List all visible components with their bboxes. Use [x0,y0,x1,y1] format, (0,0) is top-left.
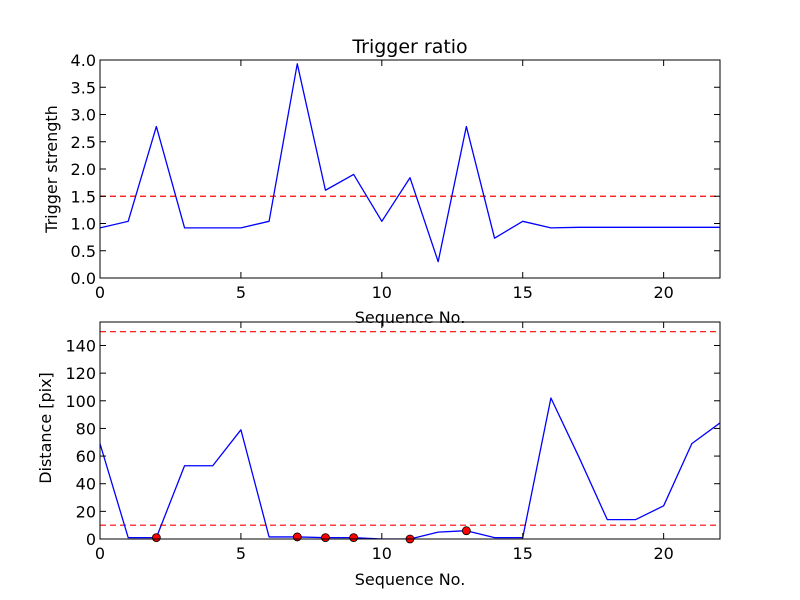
top-x-tick-label: 20 [653,283,673,302]
top-x-tick-label: 0 [95,283,105,302]
bottom-y-tick-label: 120 [65,364,96,383]
top-y-tick-label: 3.5 [71,78,96,97]
top-y-tick-label: 2.0 [71,160,96,179]
bottom-y-tick-label: 20 [76,502,96,521]
bottom-y-tick-label: 80 [76,419,96,438]
bottom-y-tick-label: 60 [76,447,96,466]
bottom-y-tick-label: 40 [76,475,96,494]
top-plot-frame [99,59,721,279]
bottom-y-tick-label: 100 [65,392,96,411]
bottom-marker-point [349,533,359,543]
bottom-axes: Sequence No. Distance [pix] 0 5 10 15 20 0 20 4… [36,321,721,589]
top-x-tick-label: 5 [236,283,246,302]
top-x-tick-label: 15 [513,283,533,302]
top-y-tick-label: 0.0 [71,269,96,288]
top-x-tick-label: 10 [372,283,392,302]
top-y-axis-label: Trigger strength [42,105,61,234]
bottom-marker-point [461,526,471,536]
top-y-tick-label: 4.0 [71,51,96,70]
top-y-tick-label: 3.0 [71,106,96,125]
top-x-axis-label: Sequence No. [355,308,466,327]
bottom-y-axis-label: Distance [pix] [36,372,55,484]
bottom-marker-point [292,532,302,542]
top-y-tick-label: 1.5 [71,187,96,206]
bottom-x-tick-label: 15 [513,544,533,563]
top-series-line-1 [100,63,720,263]
bottom-x-tick-label: 10 [372,544,392,563]
bottom-x-tick-label: 20 [653,544,673,563]
bottom-marker-point [321,533,330,543]
bottom-x-tick-label: 5 [236,544,246,563]
top-chart-title: Trigger ratio [351,36,467,58]
bottom-series-line-1 [100,397,720,539]
bottom-marker-point [151,533,161,543]
bottom-x-tick-label: 0 [95,544,105,563]
bottom-x-axis-label: Sequence No. [355,570,466,589]
bottom-y-tick-label: 140 [65,336,96,355]
top-y-tick-label: 0.5 [71,242,96,261]
bottom-y-tick-label: 0 [86,530,96,549]
top-y-tick-label: 1.0 [71,215,96,234]
top-y-tick-label: 2.5 [71,133,96,152]
top-axes: Trigger ratio Sequence No. Trigger stren… [42,36,721,327]
bottom-plot-frame [99,321,721,540]
